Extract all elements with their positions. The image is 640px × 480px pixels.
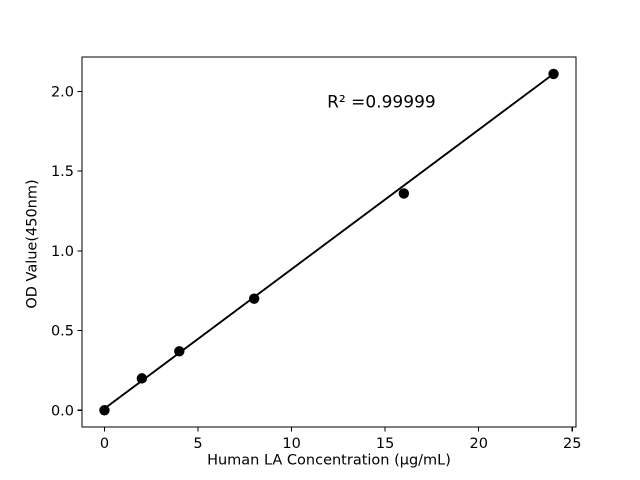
fit-line	[103, 72, 555, 410]
plot-border	[81, 56, 577, 428]
x-tick-label: 0	[100, 436, 109, 452]
y-axis-label: OD Value(450nm)	[25, 179, 41, 308]
x-axis-label: Human LA Concentration (µg/mL)	[207, 453, 451, 469]
data-point	[136, 373, 148, 384]
x-tick-label: 5	[193, 436, 202, 452]
data-point	[99, 405, 110, 416]
y-tick-label: 0.5	[51, 324, 74, 340]
data-point	[248, 293, 260, 304]
data-point	[398, 188, 410, 199]
y-tick-label: 1.0	[51, 244, 74, 260]
r-squared-annotation: R² =0.99999	[327, 92, 436, 112]
y-tick-label: 1.5	[51, 164, 74, 180]
data-point	[174, 346, 185, 357]
x-tick-label: 10	[282, 436, 300, 452]
y-tick-label: 2.0	[51, 84, 74, 100]
y-tick-label: 0.0	[51, 403, 74, 419]
x-tick-label: 20	[469, 436, 487, 452]
data-point	[548, 68, 559, 80]
x-tick-label: 25	[563, 436, 581, 452]
x-tick-label: 15	[376, 436, 394, 452]
